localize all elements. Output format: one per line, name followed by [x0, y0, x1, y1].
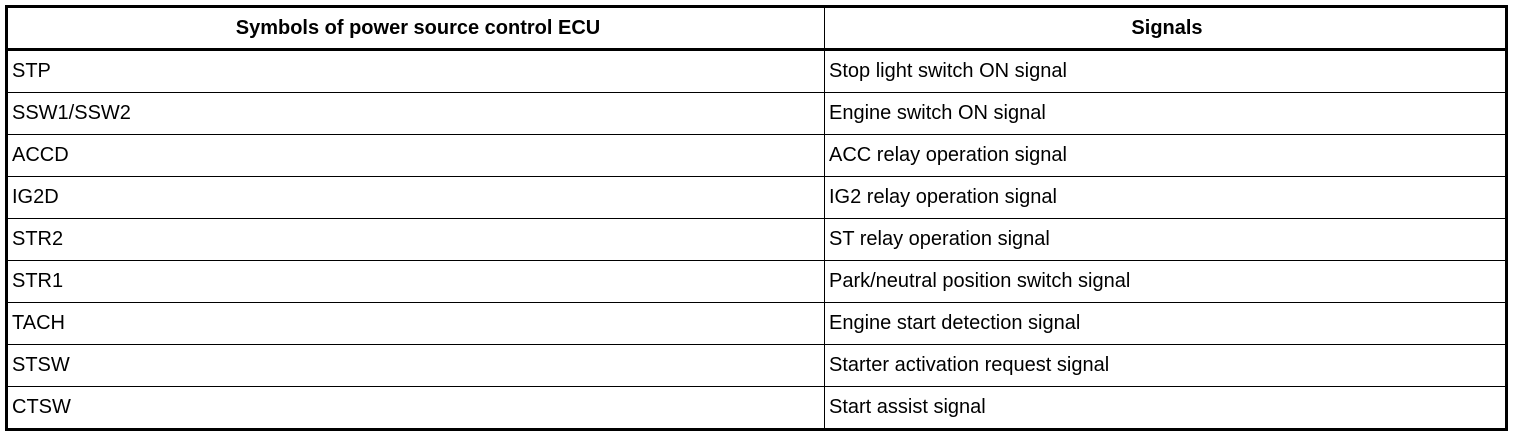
symbol-cell: CTSW [6, 385, 825, 431]
signal-cell: ACC relay operation signal [824, 134, 1507, 177]
signal-cell: IG2 relay operation signal [824, 175, 1507, 219]
table-row: IG2D IG2 relay operation signal [6, 175, 1507, 219]
symbol-cell: IG2D [6, 175, 825, 219]
symbol-cell: ACCD [6, 134, 825, 177]
symbol-cell: STR1 [6, 259, 825, 303]
signal-cell: Park/neutral position switch signal [824, 259, 1507, 303]
table-row: CTSW Start assist signal [6, 385, 1507, 431]
signal-cell: Engine start detection signal [824, 301, 1507, 345]
header-symbols: Symbols of power source control ECU [6, 6, 825, 51]
signal-cell: Stop light switch ON signal [824, 48, 1507, 94]
table-row: SSW1/SSW2 Engine switch ON signal [6, 92, 1507, 135]
header-row: Symbols of power source control ECU Sign… [6, 6, 1507, 51]
table-row: TACH Engine start detection signal [6, 301, 1507, 345]
table-row: STR1 Park/neutral position switch signal [6, 259, 1507, 303]
symbol-cell: TACH [6, 301, 825, 345]
header-signals: Signals [824, 6, 1507, 51]
signal-cell: Start assist signal [824, 385, 1507, 431]
signal-cell: Starter activation request signal [824, 343, 1507, 387]
table-row: ACCD ACC relay operation signal [6, 134, 1507, 177]
table-row: STSW Starter activation request signal [6, 343, 1507, 387]
signal-cell: Engine switch ON signal [824, 92, 1507, 135]
signal-cell: ST relay operation signal [824, 217, 1507, 261]
signal-table: Symbols of power source control ECU Sign… [5, 5, 1508, 431]
symbol-cell: SSW1/SSW2 [6, 92, 825, 135]
table-row: STP Stop light switch ON signal [6, 48, 1507, 94]
symbol-cell: STR2 [6, 217, 825, 261]
symbol-cell: STSW [6, 343, 825, 387]
symbol-cell: STP [6, 48, 825, 94]
table-row: STR2 ST relay operation signal [6, 217, 1507, 261]
